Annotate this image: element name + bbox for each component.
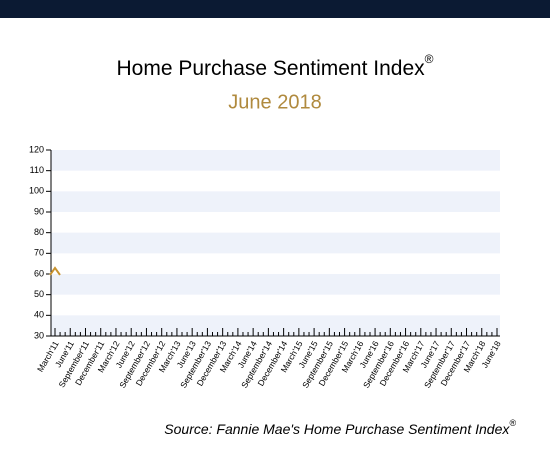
grid-band [51,191,500,212]
y-tick-label: 40 [34,310,44,320]
chart-title: Home Purchase Sentiment Index® [116,52,433,79]
source-note: Source: Fannie Mae's Home Purchase Senti… [164,418,516,436]
y-tick-label: 30 [34,330,44,340]
y-tick-label: 90 [34,206,44,216]
y-tick-label: 120 [29,144,44,154]
source-mark: ® [509,418,516,428]
source-text: Source: Fannie Mae's Home Purchase Senti… [164,421,510,437]
chart-subtitle: June 2018 [228,91,321,113]
y-tick-label: 80 [34,227,44,237]
top-bar [0,0,550,18]
y-tick-label: 110 [30,165,44,175]
grid-band [51,232,500,254]
grid-band [51,274,500,295]
title-text: Home Purchase Sentiment Index [116,57,425,80]
y-tick-label: 60 [34,268,44,278]
y-tick-label: 100 [29,186,44,196]
y-tick-label: 50 [34,289,44,299]
title-mark: ® [425,52,434,66]
grid-band [51,150,500,171]
grid-band [51,315,500,336]
point-marker [49,266,61,276]
y-tick-label: 70 [34,248,44,258]
